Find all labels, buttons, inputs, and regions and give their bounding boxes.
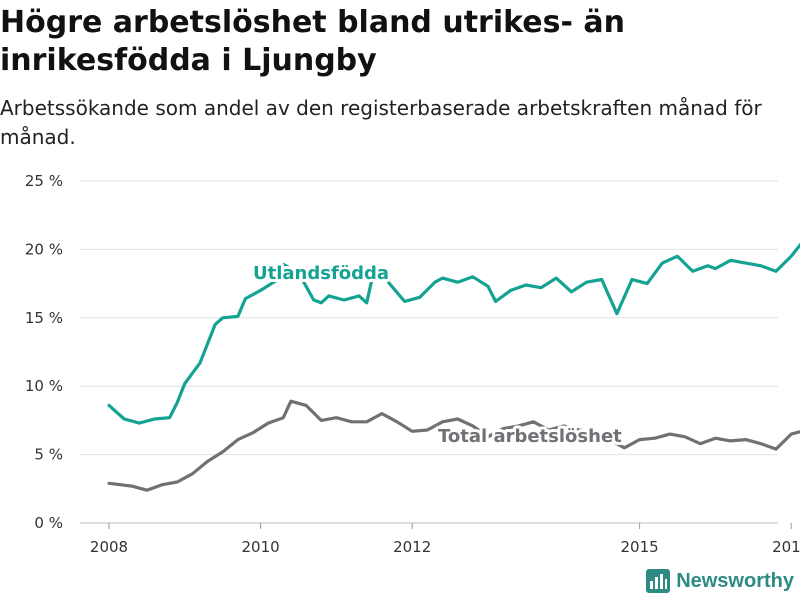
x-tick-label: 2010: [242, 538, 280, 556]
series-layer: [107, 242, 800, 492]
y-tick-label: 20 %: [25, 240, 63, 258]
brand-logo: Newsworthy: [646, 568, 794, 594]
series-line-total: [107, 399, 800, 492]
page-subtitle: Arbetssökande som andel av den registerb…: [0, 96, 762, 149]
axis-layer: 0 % 5 % 10 % 15 % 20 % 25 % 2008 2010 2012 2015 20…: [25, 172, 800, 556]
y-tick-label: 0 %: [34, 514, 63, 532]
series-line-utlandsfodda: [107, 242, 800, 425]
y-tick-label: 25 %: [25, 172, 63, 190]
x-tick-label: 2012: [393, 538, 431, 556]
x-tick-label: 2008: [90, 538, 128, 556]
grid-layer: [80, 180, 778, 524]
series-label-utlandsfodda: Utlandsfödda: [253, 263, 389, 284]
brand-name: Newsworthy: [676, 569, 794, 592]
y-tick-label: 10 %: [25, 377, 63, 395]
series-label-total-halo: Total arbetslöshet: [438, 426, 622, 447]
series-label-total: Total arbetslöshet: [438, 426, 622, 447]
page-title: Högre arbetslöshet bland utrikes- än inr…: [0, 5, 625, 78]
y-tick-label: 5 %: [34, 446, 63, 464]
series-label-utlandsfodda-halo: Utlandsfödda: [253, 263, 389, 284]
y-tick-label: 15 %: [25, 309, 63, 327]
x-tick-label: 2015: [621, 538, 659, 556]
bar-chart-logo-icon: [646, 569, 671, 593]
x-tick-label: 2017: [772, 538, 800, 556]
